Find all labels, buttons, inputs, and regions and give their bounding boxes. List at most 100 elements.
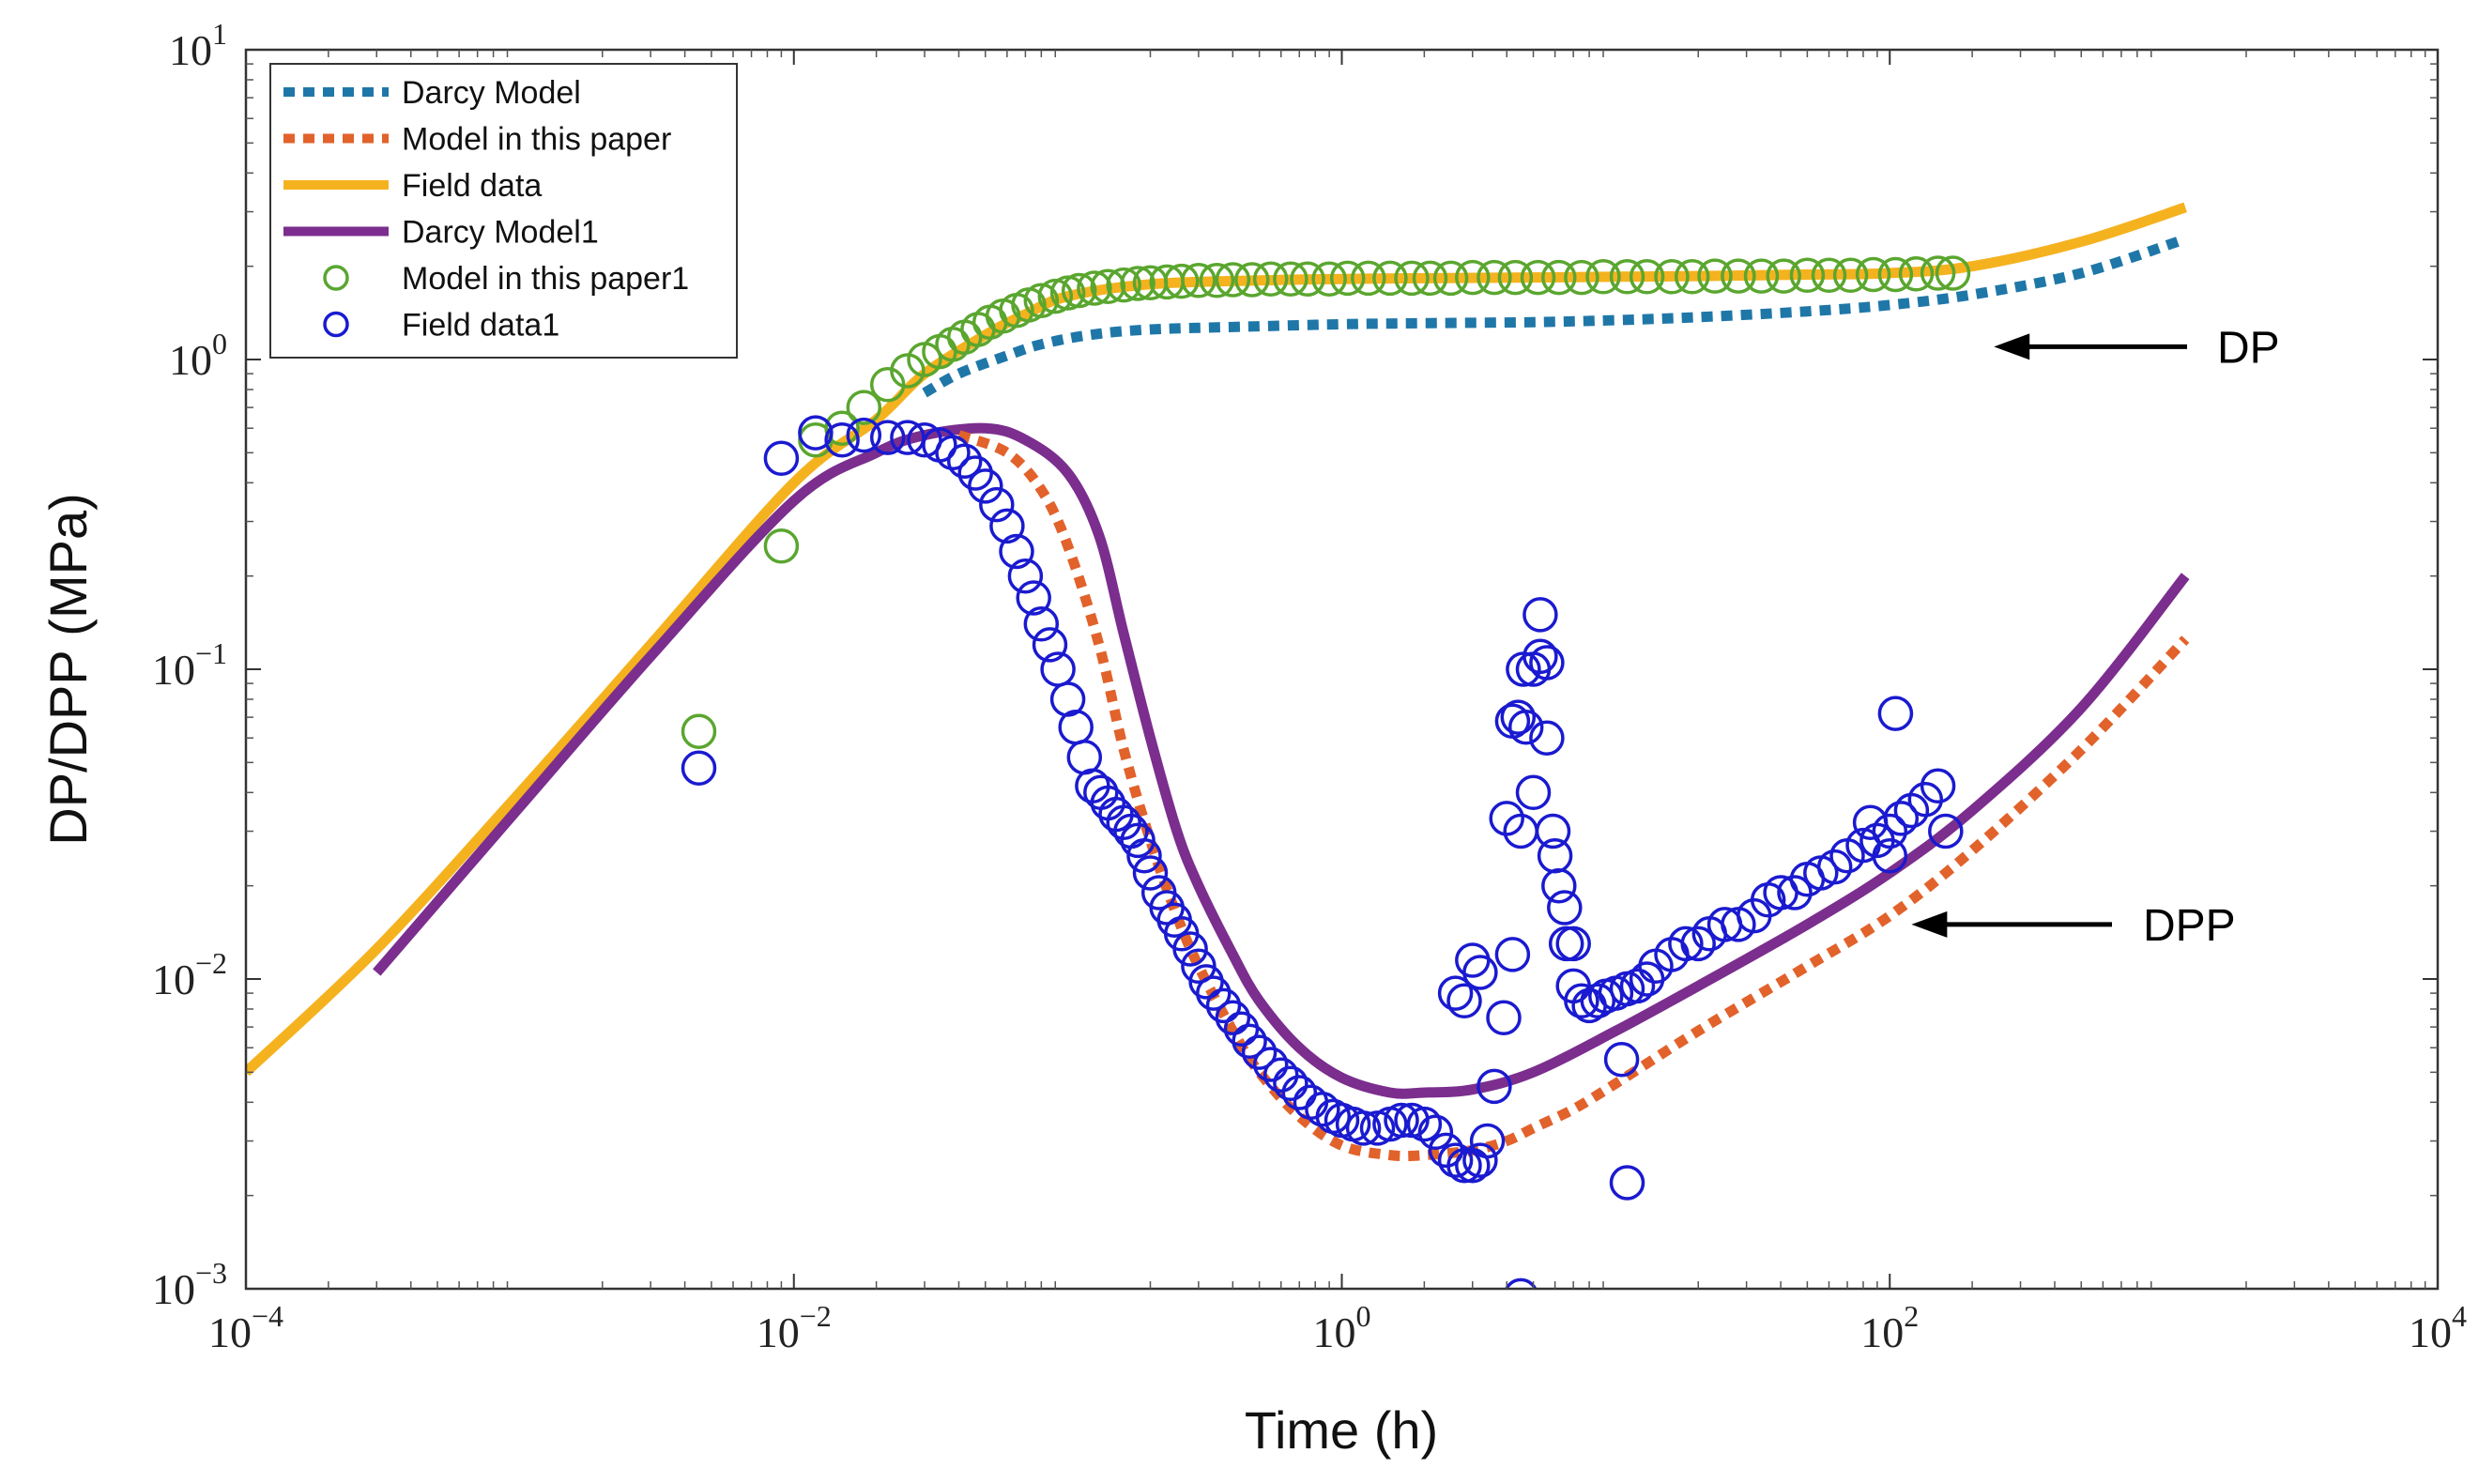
- point-field-data1: [824, 421, 860, 458]
- y-tick-label: 100: [169, 327, 227, 384]
- legend-box: [269, 63, 738, 359]
- point-field-data1: [1232, 1023, 1267, 1059]
- point-field-data1: [946, 443, 983, 479]
- point-model-in-this-paper1: [1273, 261, 1308, 297]
- point-model-in-this-paper1: [1898, 256, 1935, 292]
- point-field-data1: [681, 750, 717, 786]
- annotation-dp: DP: [1994, 323, 2280, 373]
- point-model-in-this-paper1: [1855, 256, 1891, 293]
- point-field-data1: [935, 435, 971, 471]
- legend: Darcy Model Model in this paper Field data…: [269, 63, 738, 359]
- point-model-in-this-paper1: [1329, 260, 1366, 297]
- point-field-data1: [1406, 1106, 1443, 1142]
- point-field-data1: [1852, 804, 1889, 841]
- y-axis-title: DP/DPP (MPa): [38, 493, 98, 845]
- point-field-data1: [1132, 855, 1169, 891]
- point-model-in-this-paper1: [1497, 259, 1534, 296]
- point-model-in-this-paper1: [1351, 260, 1386, 297]
- legend-swatch-model-in-this-paper1: [323, 265, 349, 291]
- annotations: DP DPP: [1911, 323, 2280, 951]
- point-field-data1: [1535, 813, 1571, 849]
- point-field-data1: [1262, 1057, 1299, 1093]
- y-tick-label: 10−2: [152, 946, 227, 1003]
- annotation-label-dpp: DPP: [2143, 901, 2236, 951]
- point-field-data1: [1506, 651, 1541, 687]
- point-model-in-this-paper1: [1394, 260, 1430, 297]
- plot-area: [246, 202, 2190, 1289]
- point-field-data1: [1564, 983, 1599, 1019]
- point-model-in-this-paper1: [1609, 259, 1645, 295]
- point-field-data1: [1619, 968, 1656, 1004]
- line-model-in-this-paper: [956, 430, 2190, 1162]
- point-field-data1: [1126, 837, 1162, 874]
- point-model-in-this-paper1: [1674, 259, 1710, 295]
- x-tick-label: 104: [2409, 1299, 2467, 1356]
- annotation-dpp: DPP: [1911, 901, 2236, 951]
- x-tick-label: 10−4: [208, 1299, 283, 1356]
- point-field-data1: [1477, 1068, 1512, 1105]
- point-field-data1: [1305, 1091, 1340, 1127]
- point-field-data1: [1523, 597, 1558, 633]
- point-field-data1: [846, 417, 882, 453]
- point-field-data1: [999, 533, 1034, 570]
- point-field-data1: [1023, 606, 1060, 642]
- point-model-in-this-paper1: [1832, 257, 1869, 294]
- point-model-in-this-paper1: [1789, 257, 1826, 294]
- point-field-data1: [1500, 699, 1537, 735]
- point-field-data1: [1032, 627, 1068, 663]
- point-field-data1: [1777, 875, 1813, 910]
- point-field-data1: [1106, 804, 1141, 841]
- point-model-in-this-paper1: [1023, 283, 1060, 318]
- point-field-data1: [1437, 1142, 1474, 1178]
- point-field-data1: [907, 421, 942, 458]
- point-field-data1: [1417, 1114, 1454, 1151]
- point-field-data1: [1547, 890, 1583, 926]
- point-model-in-this-paper1: [1811, 257, 1847, 294]
- point-field-data1: [1196, 975, 1232, 1011]
- point-field-data1: [1252, 1047, 1289, 1082]
- point-field-data1: [1609, 1165, 1645, 1201]
- legend-label-field-data: Field data: [402, 168, 542, 204]
- point-model-in-this-paper1: [869, 366, 906, 403]
- point-model-in-this-paper1: [1215, 262, 1251, 298]
- point-model-in-this-paper1: [1654, 259, 1690, 295]
- point-model-in-this-paper1: [681, 713, 717, 749]
- point-field-data1: [1384, 1102, 1419, 1139]
- point-model-in-this-paper1: [1541, 259, 1577, 296]
- legend-label-darcy-model: Darcy Model: [402, 75, 581, 111]
- annotation-arrow-head: [1994, 333, 2030, 360]
- point-model-in-this-paper1: [1290, 261, 1325, 297]
- point-field-data1: [1529, 720, 1565, 756]
- point-field-data1: [1215, 1000, 1251, 1035]
- point-field-data1: [1668, 926, 1704, 962]
- x-tick-label: 10−2: [757, 1299, 832, 1356]
- line-darcy-model: [922, 234, 2187, 398]
- point-field-data1: [1273, 1065, 1308, 1102]
- point-field-data1: [1205, 987, 1242, 1024]
- point-field-data1: [1928, 813, 1964, 849]
- point-field-data1: [1537, 837, 1573, 874]
- series-field-data1: [681, 415, 1964, 1289]
- point-model-in-this-paper1: [1061, 272, 1097, 309]
- point-field-data1: [1462, 955, 1498, 990]
- point-field-data1: [1241, 1034, 1278, 1070]
- axis-ticks: 10−4 10−2 100 102 104 10−3 10−2 10−1 100 101: [152, 17, 2467, 1356]
- point-model-in-this-paper1: [1432, 260, 1469, 297]
- y-tick-label: 10−1: [152, 636, 227, 694]
- point-field-data1: [1872, 837, 1908, 874]
- point-field-data1: [1555, 926, 1591, 962]
- point-model-in-this-paper1: [1090, 268, 1126, 305]
- point-field-data1: [1345, 1110, 1382, 1146]
- point-field-data1: [1872, 813, 1908, 849]
- point-model-in-this-paper1: [1106, 267, 1141, 303]
- y-tick-label: 10−3: [152, 1256, 227, 1313]
- point-field-data1: [1007, 558, 1044, 594]
- line-darcy-model1: [373, 422, 2190, 1099]
- point-model-in-this-paper1: [763, 528, 800, 564]
- point-model-in-this-paper1: [1935, 255, 1971, 291]
- point-model-in-this-paper1: [1372, 260, 1408, 297]
- point-field-data1: [1603, 1041, 1640, 1078]
- legend-label-field-data1: Field data1: [402, 308, 559, 344]
- point-field-data1: [1515, 774, 1552, 811]
- series-model-in-this-paper: [956, 430, 2190, 1162]
